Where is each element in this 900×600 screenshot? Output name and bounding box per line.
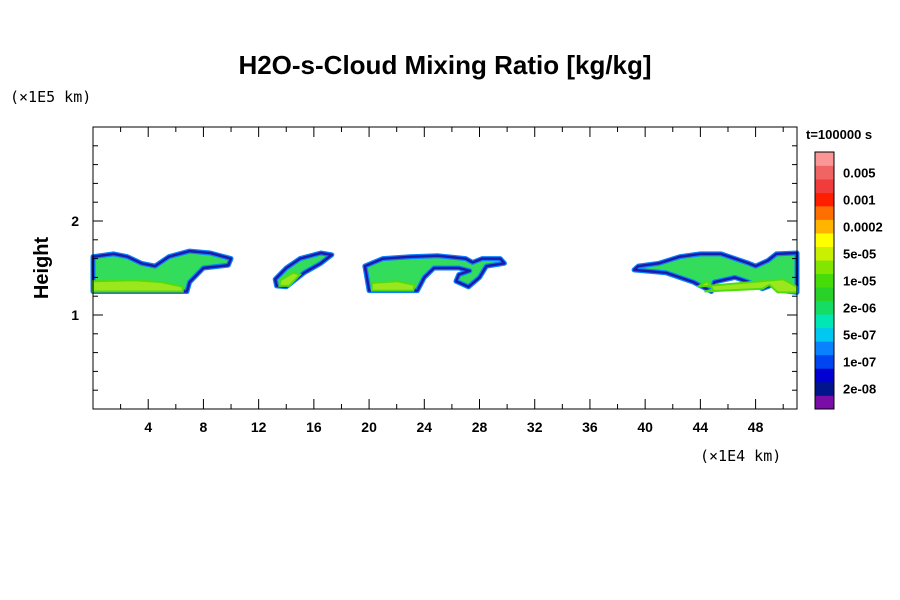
colorbar-band — [815, 206, 834, 220]
y-tick-label: 1 — [71, 307, 79, 323]
colorbar-band — [815, 219, 834, 234]
x-tick-label: 4 — [144, 419, 152, 435]
cloud-4-core — [697, 278, 798, 294]
x-tick-label: 12 — [251, 419, 267, 435]
x-unit-label: (×1E4 km) — [700, 447, 781, 465]
colorbar-band — [815, 368, 834, 383]
colorbar-band — [815, 273, 834, 288]
colorbar: 2e-08 1e-07 5e-07 2e-06 1e-05 5e-05 0.0002 0.00… — [814, 151, 883, 410]
x-tick-label: 24 — [417, 419, 433, 435]
colorbar-band — [815, 246, 834, 261]
colorbar-label: 5e-07 — [843, 328, 876, 343]
colorbar-band — [815, 354, 834, 369]
cloud-3-core — [370, 280, 416, 292]
colorbar-band — [815, 395, 834, 410]
colorbar-label: 5e-05 — [843, 246, 876, 261]
x-tick-label: 28 — [472, 419, 488, 435]
colorbar-frame — [814, 151, 835, 410]
y-unit-label: (×1E5 km) — [10, 88, 91, 106]
colorbar-band — [815, 287, 834, 302]
x-tick-label: 36 — [582, 419, 598, 435]
colorbar-band — [815, 192, 834, 207]
colorbar-label: 2e-06 — [843, 301, 876, 316]
x-tick-label: 16 — [306, 419, 322, 435]
cloud-2-core — [278, 271, 303, 287]
y-axis-title: Height — [31, 237, 53, 300]
colorbar-band — [815, 260, 834, 275]
cloud-1-edge — [91, 249, 233, 293]
colorbar-label: 0.0002 — [843, 219, 883, 234]
colorbar-band — [815, 381, 834, 396]
cloud-contours — [90, 248, 800, 295]
y-axis: 12 — [71, 145, 797, 391]
colorbar-band — [815, 327, 834, 342]
x-tick-label: 20 — [361, 419, 377, 435]
colorbar-label: 1e-07 — [843, 355, 876, 370]
colorbar-label: 2e-08 — [843, 382, 876, 397]
x-tick-label: 48 — [748, 419, 764, 435]
time-label: t=100000 s — [806, 127, 872, 142]
plot-frame — [92, 126, 798, 410]
x-tick-label: 44 — [693, 419, 709, 435]
cloud-3-edge — [363, 254, 506, 292]
x-tick-label: 8 — [200, 419, 208, 435]
colorbar-band — [815, 233, 834, 247]
colorbar-band — [815, 314, 834, 329]
colorbar-band — [815, 179, 834, 193]
colorbar-band — [815, 341, 834, 356]
x-tick-label: 40 — [637, 419, 653, 435]
x-axis: 4 8 12 16 20 24 28 32 36 40 44 48 — [120, 127, 784, 435]
plot-area: 4 8 12 16 20 24 28 32 36 40 44 48 12 — [71, 126, 800, 435]
x-tick-label: 32 — [527, 419, 543, 435]
colorbar-band — [815, 165, 834, 180]
y-tick-label: 2 — [71, 213, 79, 229]
colorbar-label: 0.001 — [843, 192, 876, 207]
chart-title: H2O-s-Cloud Mixing Ratio [kg/kg] — [238, 50, 651, 80]
colorbar-band — [815, 152, 834, 166]
colorbar-label: 0.005 — [843, 165, 876, 180]
colorbar-label: 1e-05 — [843, 274, 876, 289]
colorbar-band — [815, 300, 834, 315]
